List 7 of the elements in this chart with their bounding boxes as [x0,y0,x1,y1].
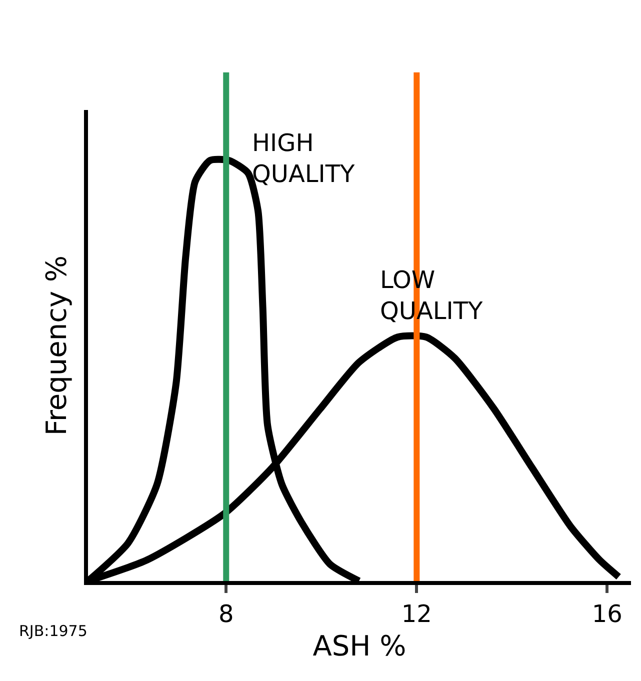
x-tick-label: 8 [218,600,234,628]
x-axis-title: ASH % [312,629,406,662]
text: RJB:1975 [19,622,88,640]
x-tick-label: 12 [401,600,432,628]
y-axis-title: Frequency % [40,255,74,436]
series-label: HIGH QUALITY [252,129,355,188]
x-tick-label: 16 [592,600,622,628]
